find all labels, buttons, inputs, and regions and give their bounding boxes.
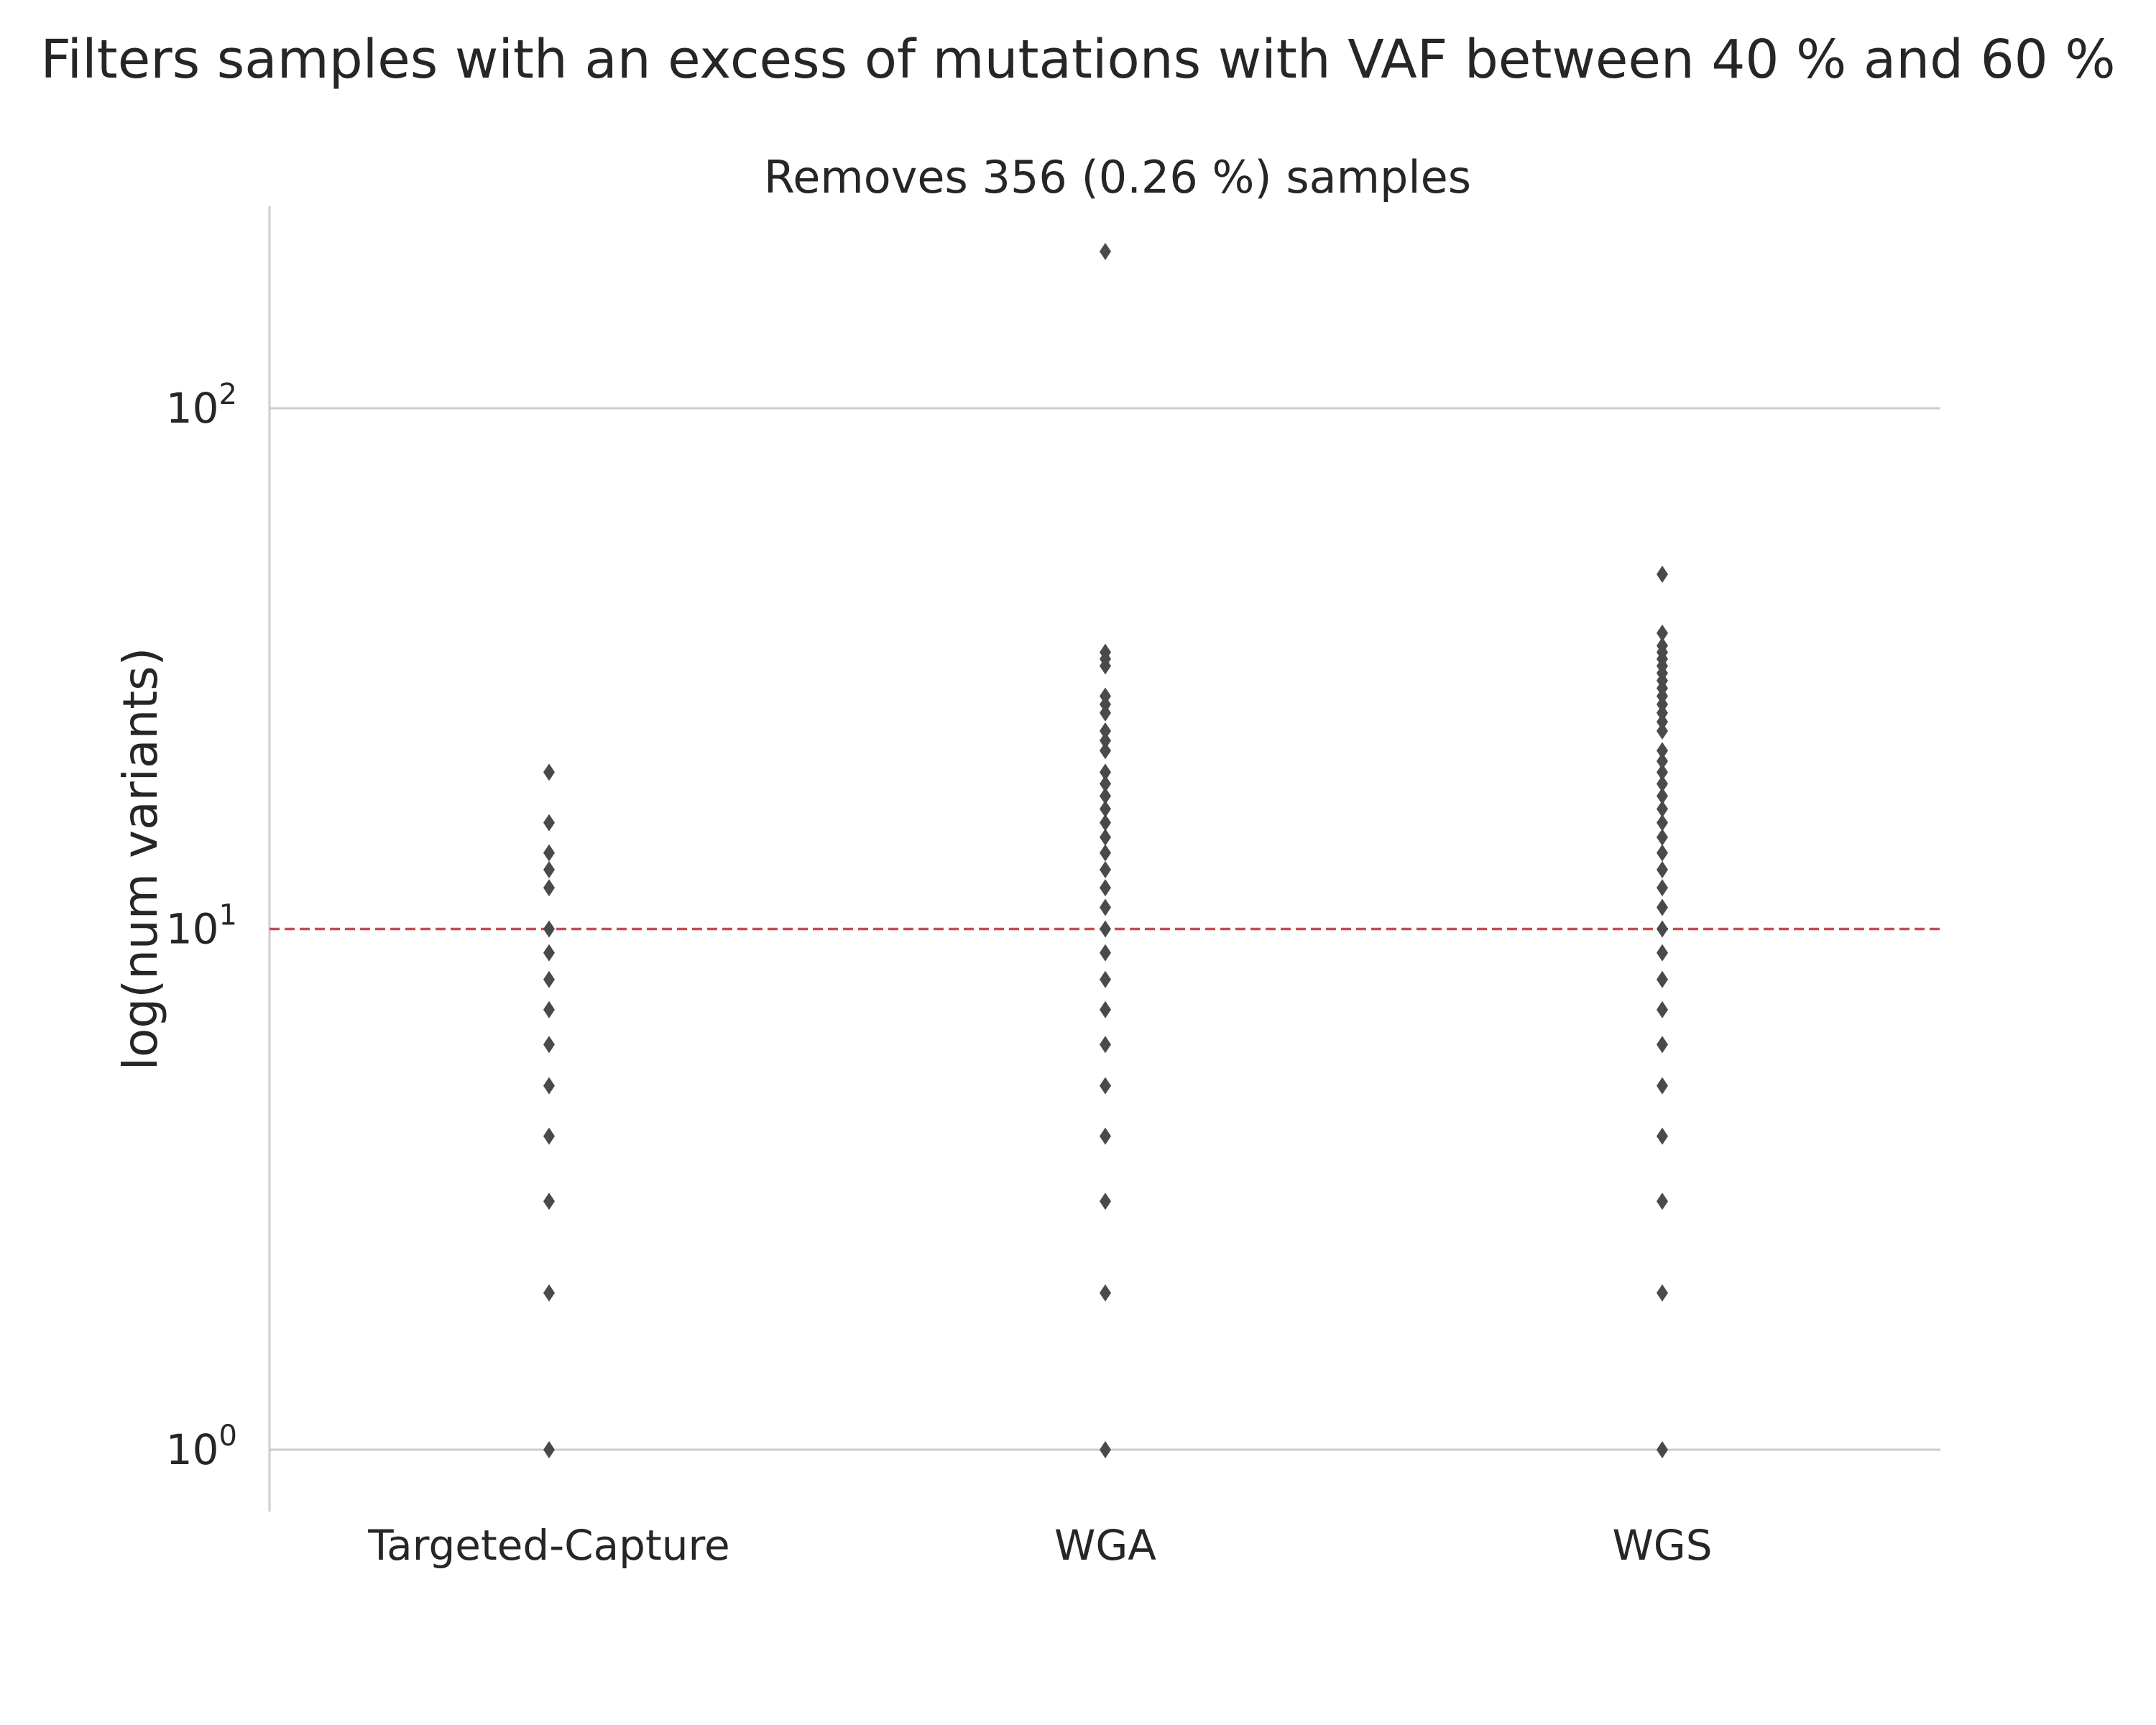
data-point	[1100, 1077, 1111, 1095]
data-point	[543, 1077, 555, 1095]
data-point	[543, 763, 555, 781]
data-point	[1100, 844, 1111, 862]
x-tick-label: Targeted-Capture	[367, 1521, 729, 1570]
data-point	[1100, 763, 1111, 781]
data-point	[543, 970, 555, 988]
data-point	[1100, 1127, 1111, 1145]
data-point	[1100, 1284, 1111, 1302]
data-point	[1657, 1036, 1668, 1054]
data-point	[1100, 879, 1111, 897]
y-ticks: 100 101 102	[166, 378, 237, 1474]
data-point	[1657, 1077, 1668, 1095]
data-point	[1657, 920, 1668, 938]
data-point	[1657, 624, 1668, 642]
y-tick-label: 102	[166, 378, 237, 433]
data-point	[1100, 898, 1111, 916]
data-point	[1100, 800, 1111, 818]
data-point	[1100, 643, 1111, 661]
chart-title: Removes 356 (0.26 %) samples	[764, 151, 1471, 203]
data-point	[1100, 828, 1111, 846]
data-point	[1100, 787, 1111, 805]
data-point	[543, 814, 555, 832]
data-point	[1100, 1036, 1111, 1054]
data-point	[543, 920, 555, 938]
data-point	[543, 1441, 555, 1458]
data-point	[1657, 753, 1668, 770]
data-point	[1100, 732, 1111, 750]
data-point	[1100, 860, 1111, 878]
data-point	[1657, 970, 1668, 988]
data-point	[1657, 1127, 1668, 1145]
data-point	[1657, 1284, 1668, 1302]
data-point	[1100, 814, 1111, 832]
data-point	[1657, 898, 1668, 916]
data-point	[1100, 920, 1111, 938]
data-point	[543, 1036, 555, 1054]
data-point	[1657, 944, 1668, 962]
data-point	[1657, 828, 1668, 846]
data-point	[1657, 1192, 1668, 1210]
data-point	[1657, 713, 1668, 731]
data-point	[1100, 944, 1111, 962]
data-point	[543, 944, 555, 962]
y-axis-label: log(num variants)	[113, 648, 168, 1071]
data-point	[1100, 970, 1111, 988]
points	[543, 242, 1668, 1458]
data-point	[1100, 722, 1111, 740]
data-point	[543, 844, 555, 862]
data-point	[543, 1192, 555, 1210]
data-point	[1657, 814, 1668, 832]
data-point	[1657, 1441, 1668, 1458]
data-point	[543, 879, 555, 897]
data-point	[1100, 687, 1111, 705]
data-point	[1657, 860, 1668, 878]
data-point	[1657, 742, 1668, 760]
data-point	[1100, 775, 1111, 793]
data-point	[543, 1284, 555, 1302]
data-point	[543, 1127, 555, 1145]
data-point	[1100, 742, 1111, 760]
data-point	[1657, 800, 1668, 818]
data-point	[1100, 1441, 1111, 1458]
data-point	[543, 860, 555, 878]
chart-suptitle: Filters samples with an excess of mutati…	[40, 29, 2115, 91]
data-point	[1657, 844, 1668, 862]
data-point	[1657, 1000, 1668, 1018]
data-point	[1657, 763, 1668, 781]
data-point	[1100, 1000, 1111, 1018]
data-point	[1657, 879, 1668, 897]
x-ticks: Targeted-Capture WGA WGS	[367, 1521, 1712, 1570]
data-point	[1100, 1192, 1111, 1210]
x-tick-label: WGS	[1612, 1521, 1712, 1570]
data-point	[1100, 242, 1111, 260]
data-point	[1657, 775, 1668, 793]
data-point	[1657, 565, 1668, 583]
x-tick-label: WGA	[1054, 1521, 1156, 1570]
data-point	[1657, 722, 1668, 740]
data-point	[1657, 787, 1668, 805]
y-tick-label: 101	[166, 899, 237, 954]
data-point	[1657, 637, 1668, 655]
data-point	[543, 1000, 555, 1018]
y-tick-label: 100	[166, 1420, 237, 1474]
